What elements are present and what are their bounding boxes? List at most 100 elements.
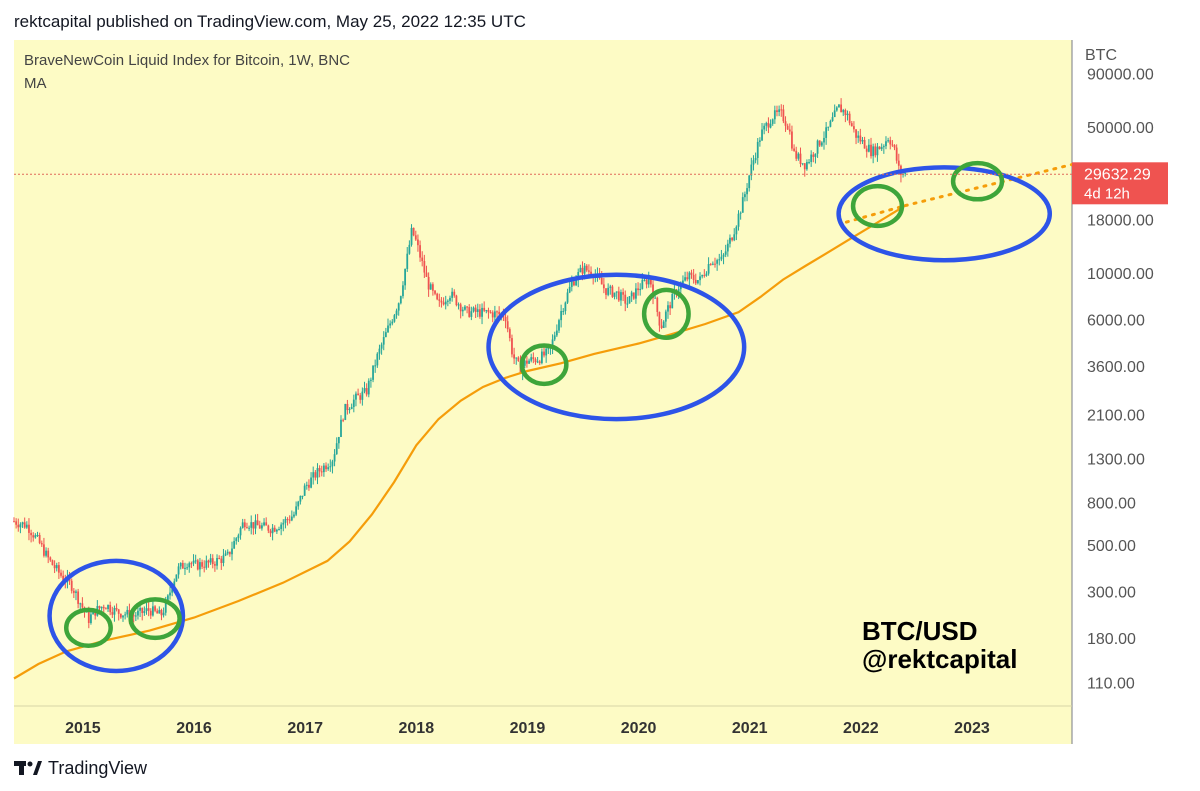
candle-body	[384, 332, 387, 338]
candle-body	[256, 520, 259, 526]
candle-body	[515, 357, 518, 359]
candle-body	[357, 393, 359, 396]
candle-body	[846, 113, 849, 116]
y-tick-label: 3600.00	[1087, 359, 1145, 376]
candle-body	[566, 292, 569, 303]
candle-body	[581, 267, 584, 274]
candle-body	[758, 140, 761, 142]
candle-body	[104, 608, 107, 610]
candle-body	[442, 302, 445, 305]
candle-body	[325, 465, 327, 470]
candle-body	[645, 279, 648, 285]
y-tick-label: 6000.00	[1087, 312, 1145, 329]
candle-body	[417, 239, 419, 246]
candle-body	[90, 614, 92, 623]
candle-body	[237, 535, 240, 539]
candle-body	[526, 360, 528, 364]
candle-body	[493, 311, 496, 318]
candle-body	[820, 142, 823, 146]
candle-body	[107, 605, 109, 610]
candle-body	[72, 590, 75, 593]
candle-body	[19, 524, 22, 528]
candle-body	[831, 117, 834, 122]
candle-body	[895, 147, 898, 161]
candle-body	[889, 140, 892, 145]
candle-body	[241, 522, 244, 528]
candle-body	[53, 565, 56, 569]
candle-body	[340, 419, 342, 437]
candle-body	[750, 164, 753, 176]
candle-body	[295, 506, 298, 515]
candle-body	[703, 275, 706, 277]
y-tick-label: 180.00	[1087, 631, 1136, 648]
candle-body	[196, 560, 199, 570]
candle-body	[904, 173, 907, 175]
candle-body	[378, 348, 381, 354]
candle-body	[609, 286, 612, 288]
candle-body	[290, 516, 293, 521]
candle-body	[45, 550, 47, 556]
green-circle-annotation	[63, 607, 113, 649]
candle-body	[28, 524, 30, 533]
candle-body	[111, 612, 114, 615]
candle-body	[536, 361, 539, 363]
green-circle-annotation	[128, 597, 182, 641]
candle-body	[632, 292, 635, 299]
candle-body	[177, 566, 180, 575]
candle-body	[395, 310, 398, 316]
candle-body	[491, 312, 494, 318]
y-tick-label: 18000.00	[1087, 213, 1154, 230]
candle-body	[806, 162, 808, 170]
candle-body	[671, 294, 674, 309]
candle-body	[791, 131, 793, 149]
candle-body	[25, 524, 28, 528]
candle-body	[376, 353, 379, 366]
candle-body	[838, 104, 840, 108]
candle-body	[474, 307, 477, 312]
candle-body	[690, 272, 693, 275]
candle-body	[739, 212, 742, 214]
price-axis-background	[1072, 40, 1200, 706]
candle-body	[504, 316, 507, 322]
candle-body	[273, 527, 276, 532]
candle-body	[160, 610, 163, 616]
candle-body	[184, 567, 186, 569]
candle-body	[226, 551, 229, 554]
candle-body	[840, 104, 842, 113]
candle-body	[639, 288, 642, 291]
candle-body	[788, 129, 791, 132]
candle-body	[701, 275, 704, 277]
candle-body	[590, 271, 592, 276]
candle-body	[630, 292, 633, 297]
green-circle-annotation	[950, 160, 1005, 202]
candle-body	[382, 337, 385, 345]
candle-body	[233, 541, 236, 549]
candle-body	[389, 323, 392, 326]
candle-body	[348, 409, 351, 411]
candle-body	[558, 320, 560, 331]
candle-body	[637, 288, 639, 291]
candle-body	[402, 285, 404, 297]
candle-body	[722, 254, 725, 257]
candle-body	[449, 297, 451, 301]
candle-body	[23, 522, 26, 528]
candle-body	[620, 292, 622, 301]
candle-body	[532, 357, 535, 360]
candle-body	[216, 558, 218, 566]
ma-projection-line	[903, 163, 1074, 208]
candle-body	[218, 558, 221, 560]
candle-body	[891, 144, 894, 146]
y-tick-label: 110.00	[1087, 676, 1135, 693]
candle-body	[481, 307, 483, 317]
candle-body	[427, 276, 430, 290]
watermark-pair: BTC/USD	[862, 616, 978, 646]
candle-body	[880, 147, 883, 150]
candle-body	[652, 284, 654, 299]
candle-body	[367, 380, 370, 395]
candle-body	[446, 300, 449, 302]
candle-body	[489, 312, 492, 314]
candle-body	[387, 325, 389, 333]
candle-body	[166, 595, 169, 602]
candle-body	[331, 461, 334, 467]
candle-body	[38, 535, 41, 544]
